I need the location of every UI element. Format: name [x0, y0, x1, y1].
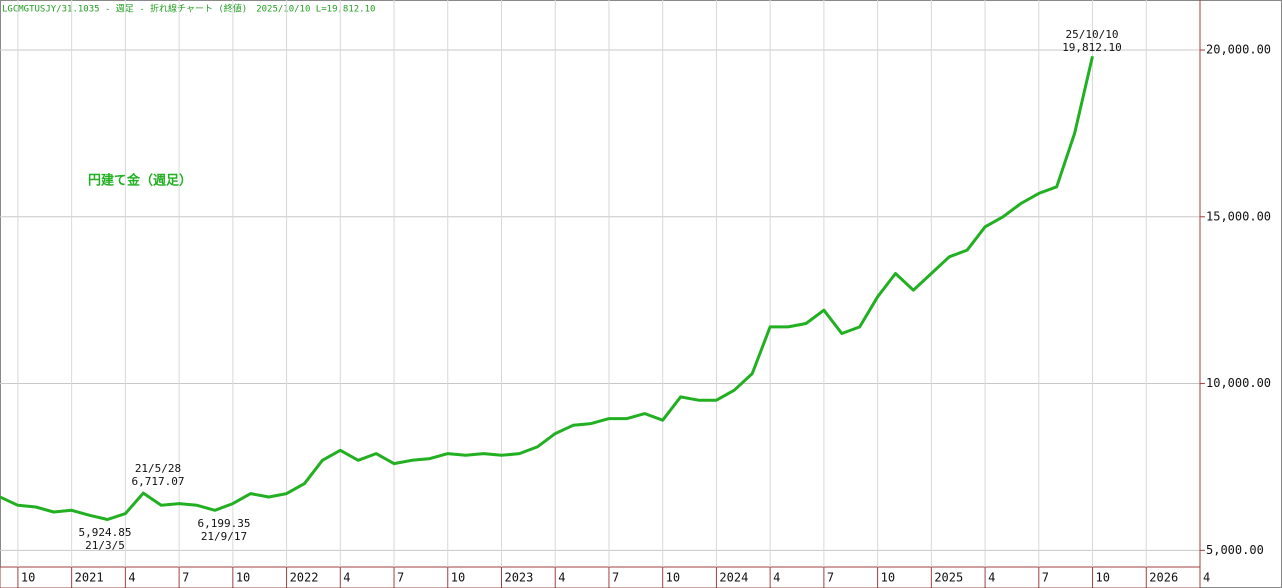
x-tick-label: 2021	[75, 571, 104, 585]
annotation: 19,812.10	[1062, 41, 1122, 54]
x-axis-band	[0, 566, 1201, 588]
x-tick-label: 4	[1203, 571, 1210, 585]
x-tick-label: 4	[773, 571, 780, 585]
x-tick-label: 4	[988, 571, 995, 585]
x-tick-label: 4	[128, 571, 135, 585]
annotation: 5,924.85	[79, 526, 132, 539]
y-tick-label: 20,000.00	[1206, 43, 1271, 57]
x-tick-label: 7	[182, 571, 189, 585]
annotation: 21/5/28	[135, 462, 181, 475]
x-tick-label: 2022	[290, 571, 319, 585]
header: LGCMGTUSJY/31.1035 - 週足 - 折れ線チャート (終値) 2…	[2, 3, 375, 15]
x-tick-label: 10	[881, 571, 895, 585]
annotation: 21/9/17	[201, 530, 247, 543]
x-tick-label: 4	[343, 571, 350, 585]
y-tick-label: 15,000.00	[1206, 209, 1271, 223]
y-tick-label: 10,000.00	[1206, 376, 1271, 390]
x-tick-label: 4	[558, 571, 565, 585]
y-tick-label: 5,000.00	[1206, 543, 1264, 557]
x-tick-label: 2025	[934, 571, 963, 585]
x-tick-label: 2023	[504, 571, 533, 585]
x-tick-label: 7	[397, 571, 404, 585]
x-tick-label: 2024	[719, 571, 748, 585]
annotation: 21/3/5	[85, 539, 125, 552]
x-tick-label: 7	[827, 571, 834, 585]
x-tick-label: 10	[451, 571, 465, 585]
annotation: 6,199.35	[198, 517, 251, 530]
x-tick-label: 10	[1096, 571, 1110, 585]
x-tick-label: 2026	[1149, 571, 1178, 585]
legend-label: 円建て金（週足）	[88, 173, 192, 189]
x-tick-label: 10	[236, 571, 250, 585]
series-line	[0, 55, 1094, 521]
annotation: 25/10/10	[1066, 28, 1119, 41]
x-tick-label: 10	[666, 571, 680, 585]
x-tick-label: 10	[21, 571, 35, 585]
x-tick-label: 7	[612, 571, 619, 585]
x-tick-label: 7	[1042, 571, 1049, 585]
annotation: 6,717.07	[132, 475, 185, 488]
